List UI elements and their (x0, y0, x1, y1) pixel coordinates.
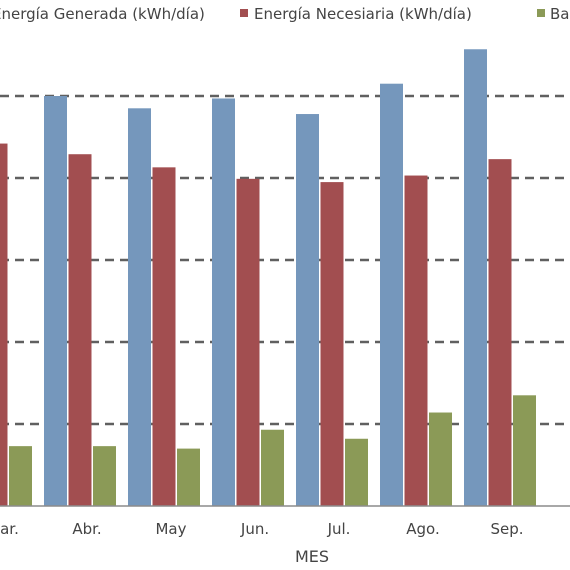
bar-series2-jun (236, 178, 260, 506)
bar-series1-may (128, 108, 151, 507)
bar-series2-may (152, 167, 176, 506)
bar-series3-abr (93, 446, 116, 506)
bar-series3-jul (345, 438, 368, 506)
x-tick-label: Sep. (490, 520, 523, 538)
x-tick-label: Mar. (0, 520, 19, 538)
x-axis-title: MES (295, 547, 329, 566)
bar-series1-jun (212, 98, 235, 507)
legend-label-series1: Energía Generada (kWh/día) (0, 5, 205, 23)
bar-series2-jul (320, 182, 344, 506)
bar-series2-mar (0, 143, 8, 506)
gridlines (0, 94, 570, 426)
bar-series1-ago (380, 83, 403, 506)
legend-marker-series2 (240, 9, 248, 17)
bar-series3-mar (9, 446, 32, 506)
x-tick-label: Abr. (72, 520, 101, 538)
legend: Energía Generada (kWh/día) Energía Necesi… (0, 5, 569, 23)
bar-series1-abr (44, 96, 67, 506)
bar-series3-ago (429, 412, 452, 506)
x-tick-label: Jun. (240, 520, 269, 538)
bar-series1-sep (464, 49, 487, 506)
bar-series3-sep (513, 395, 536, 506)
bar-series2-abr (68, 154, 92, 506)
x-tick-label: May (155, 520, 186, 538)
bar-series3-may (177, 448, 200, 506)
bars (0, 49, 536, 507)
bar-series3-jun (261, 429, 284, 506)
bar-series2-ago (404, 175, 428, 507)
legend-label-series2: Energía Necesiaria (kWh/día) (254, 5, 472, 23)
x-tick-label: Jul. (327, 520, 351, 538)
x-tick-label: Ago. (406, 520, 439, 538)
x-tick-labels: Mar. Abr. May Jun. Jul. Ago. Sep. (0, 520, 524, 538)
legend-label-series3: Ba (550, 5, 569, 23)
bar-series2-sep (488, 159, 512, 506)
bar-series1-jul (296, 114, 319, 506)
legend-marker-series3 (537, 9, 545, 17)
